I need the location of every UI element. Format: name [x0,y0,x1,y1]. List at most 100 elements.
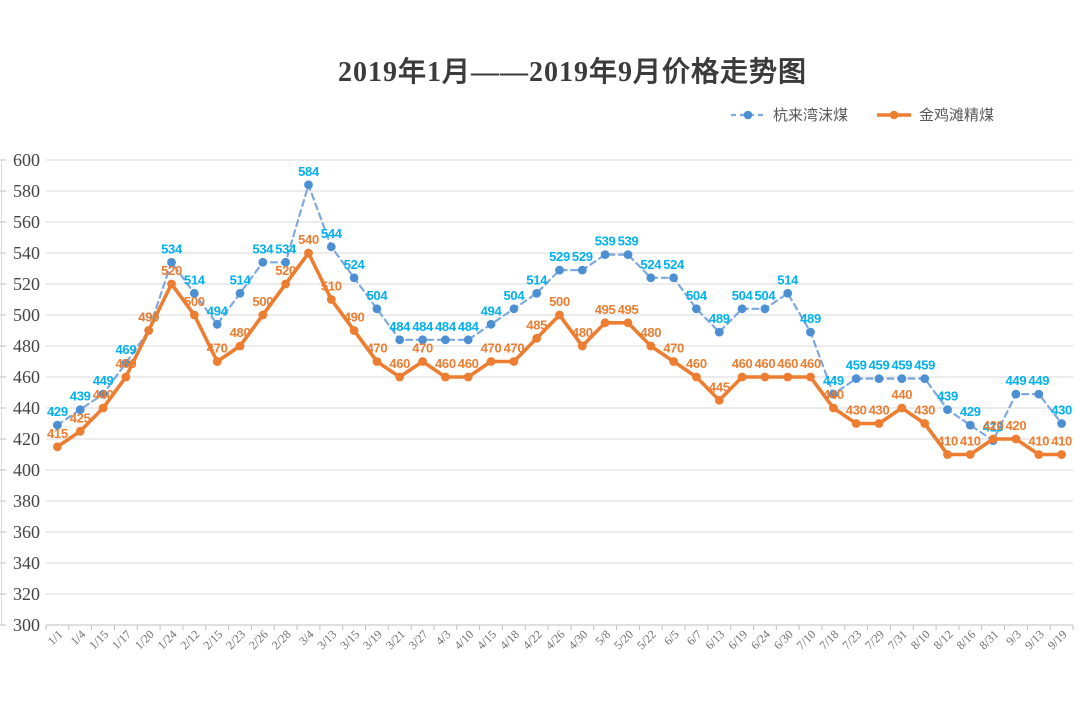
data-point-marker [189,288,199,298]
legend-item: 金鸡滩精煤 [876,104,994,125]
x-axis-label: 3/4 [296,627,317,648]
data-point-label: 489 [800,311,821,326]
data-point-label: 420 [1006,418,1027,433]
data-point-marker [509,304,519,314]
data-point-marker [555,310,564,320]
x-axis-label: 1/17 [109,627,134,652]
x-axis-label: 2/12 [177,627,202,652]
data-point-label: 480 [640,325,661,340]
x-axis-label: 4/26 [543,627,568,652]
x-axis-label: 1/24 [155,627,180,652]
data-point-marker [372,304,382,314]
x-axis-label: 8/10 [908,627,933,652]
data-point-label: 470 [504,341,525,356]
data-point-marker [943,450,952,459]
data-point-label: 470 [663,341,684,356]
data-point-label: 430 [846,403,867,418]
x-axis-label: 4/30 [565,627,590,652]
data-point-marker [714,395,724,405]
x-axis-label: 7/23 [839,627,864,652]
x-axis-label: 5/20 [611,627,636,652]
data-point-label: 449 [1028,373,1049,388]
data-point-label: 534 [275,241,297,256]
x-axis-label: 3/19 [360,627,385,652]
data-point-label: 484 [412,319,434,334]
data-point-label: 425 [70,410,91,425]
data-point-label: 484 [458,319,480,334]
data-point-label: 514 [526,272,548,287]
data-point-marker [829,403,838,413]
data-point-marker [349,273,359,283]
data-point-marker [692,304,701,314]
data-point-marker [53,420,62,430]
data-point-marker [167,257,176,267]
data-point-label: 460 [116,356,137,371]
data-point-label: 504 [686,288,708,303]
data-point-label: 539 [618,234,639,249]
data-point-label: 489 [709,311,730,326]
y-axis-label: 600 [13,150,40,170]
data-point-label: 544 [321,226,343,241]
data-point-marker [988,434,998,444]
data-point-marker [874,419,884,428]
data-point-marker [418,357,427,366]
data-point-marker [75,405,85,414]
data-point-marker [806,372,815,382]
data-point-label: 484 [389,319,411,334]
y-axis-label: 300 [13,615,40,635]
data-point-marker [646,273,656,283]
data-point-label: 429 [47,404,68,419]
x-axis-label: 3/13 [314,627,339,652]
y-axis-label: 320 [13,584,40,604]
data-point-label: 490 [138,310,159,325]
data-point-marker [577,265,587,275]
data-point-marker [395,372,405,382]
data-point-marker [714,327,724,337]
x-axis-label: 5/8 [592,627,613,648]
y-axis-label: 420 [13,429,40,449]
data-point-marker [920,419,930,428]
data-point-label: 460 [458,356,479,371]
data-point-marker [851,374,861,383]
data-point-label: 500 [549,294,570,309]
x-axis-label: 4/18 [497,627,522,652]
data-point-label: 429 [960,404,981,419]
data-point-label: 500 [184,294,205,309]
x-axis-label: 7/31 [885,627,910,652]
data-point-marker [851,419,861,428]
x-axis-label: 9/3 [1003,627,1024,648]
x-axis-label: 4/15 [474,627,499,652]
data-point-marker [532,333,542,343]
data-point-label: 584 [298,164,320,179]
data-point-label: 440 [891,387,912,402]
data-point-marker [463,372,473,382]
data-point-label: 410 [960,434,981,449]
data-point-marker [509,357,519,366]
data-point-label: 510 [321,279,342,294]
data-point-label: 504 [755,288,777,303]
y-axis-label: 560 [13,212,40,232]
data-point-label: 534 [252,241,274,256]
data-point-marker [783,288,793,298]
x-axis-label: 1/15 [86,627,111,652]
x-axis-label: 3/27 [406,627,431,652]
data-point-label: 494 [207,303,229,318]
legend-label: 金鸡滩精煤 [919,108,995,124]
x-axis-label: 8/12 [931,627,956,652]
data-point-label: 470 [207,341,228,356]
data-point-marker [441,335,450,345]
x-axis-label: 2/23 [223,627,248,652]
x-axis-label: 3/15 [337,627,362,652]
data-point-marker [258,257,268,267]
data-point-marker [258,310,268,320]
data-point-marker [532,288,542,298]
data-point-label: 410 [1051,434,1072,449]
data-point-label: 524 [640,257,662,272]
data-point-label: 495 [595,302,616,317]
x-axis-label: 4/22 [520,627,545,652]
data-point-label: 534 [161,241,183,256]
x-axis-label: 5/22 [634,627,659,652]
y-axis-label: 500 [13,305,40,325]
data-point-label: 439 [70,389,91,404]
data-point-label: 524 [344,257,366,272]
